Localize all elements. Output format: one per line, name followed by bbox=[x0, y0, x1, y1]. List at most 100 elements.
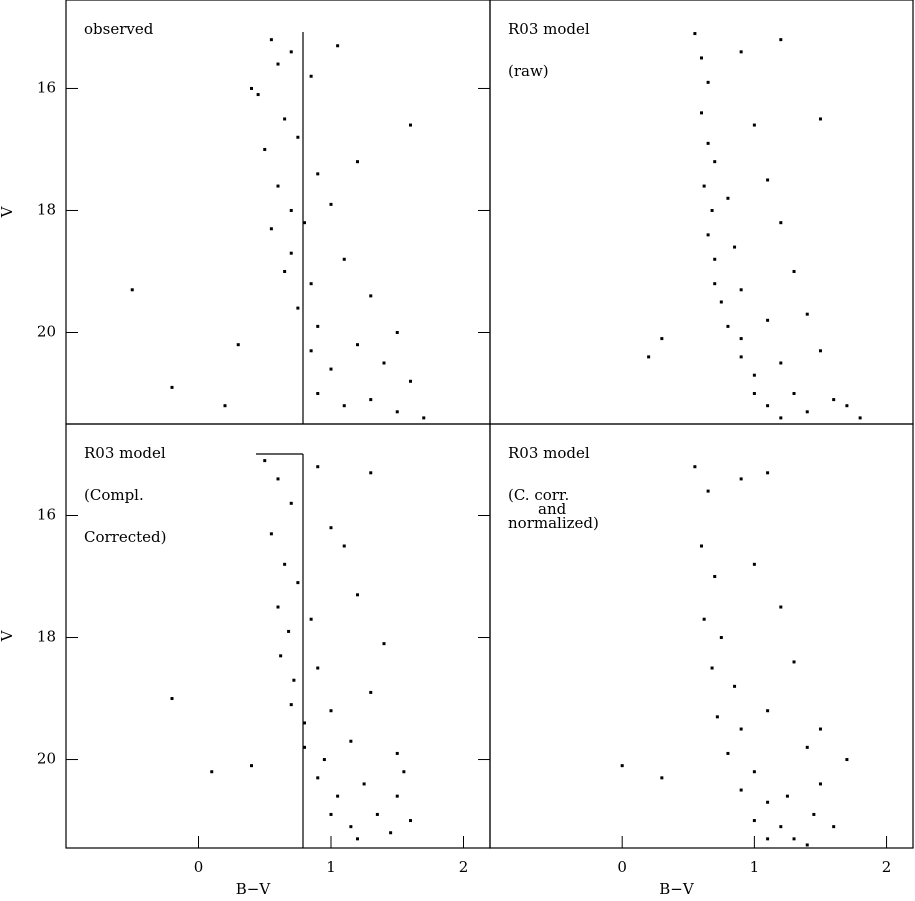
point bbox=[792, 660, 796, 664]
point bbox=[130, 288, 134, 292]
point bbox=[766, 178, 770, 182]
point bbox=[752, 562, 756, 566]
point bbox=[382, 361, 386, 365]
point bbox=[660, 337, 664, 341]
x-axis-label: B−V bbox=[236, 880, 272, 898]
point bbox=[236, 343, 240, 347]
point bbox=[719, 300, 723, 304]
point bbox=[329, 526, 333, 530]
point bbox=[752, 373, 756, 377]
y-tick-label: 16 bbox=[37, 78, 56, 96]
point bbox=[316, 391, 320, 395]
point bbox=[210, 770, 214, 774]
panel-label: (raw) bbox=[508, 62, 549, 80]
point bbox=[779, 605, 783, 609]
point bbox=[832, 398, 836, 402]
point bbox=[263, 459, 267, 463]
point bbox=[369, 690, 373, 694]
point bbox=[296, 135, 300, 139]
point bbox=[702, 617, 706, 621]
point bbox=[702, 184, 706, 188]
panel-label: and bbox=[538, 500, 567, 518]
point bbox=[269, 38, 273, 42]
plot-frame bbox=[489, 0, 914, 425]
point bbox=[713, 282, 717, 286]
point bbox=[289, 703, 293, 707]
point bbox=[733, 684, 737, 688]
point bbox=[356, 837, 359, 841]
point bbox=[269, 227, 273, 231]
point bbox=[409, 123, 412, 127]
point bbox=[356, 160, 359, 164]
point bbox=[342, 404, 346, 408]
point bbox=[316, 776, 320, 780]
point bbox=[250, 764, 253, 768]
point bbox=[409, 379, 412, 383]
point bbox=[402, 770, 406, 774]
point bbox=[422, 416, 426, 420]
point bbox=[276, 605, 280, 609]
point bbox=[805, 843, 809, 847]
point bbox=[726, 324, 730, 328]
point bbox=[719, 636, 723, 640]
point bbox=[779, 221, 783, 225]
point bbox=[752, 819, 756, 823]
point bbox=[832, 825, 836, 829]
point bbox=[250, 86, 253, 90]
point bbox=[409, 819, 412, 823]
point bbox=[287, 629, 291, 633]
y-axis-label: V bbox=[0, 629, 16, 642]
point bbox=[706, 141, 710, 145]
panel-label: R03 model bbox=[508, 20, 590, 38]
point bbox=[349, 739, 353, 743]
point bbox=[785, 794, 789, 798]
point bbox=[283, 269, 287, 273]
point bbox=[263, 147, 267, 151]
y-tick-label: 20 bbox=[37, 750, 56, 768]
point bbox=[766, 800, 770, 804]
point bbox=[739, 355, 743, 359]
point bbox=[620, 764, 624, 768]
point bbox=[296, 581, 300, 585]
y-tick-label: 20 bbox=[37, 322, 56, 340]
panel-label: (Compl. bbox=[84, 486, 144, 504]
point bbox=[296, 306, 300, 310]
point bbox=[309, 617, 313, 621]
point bbox=[739, 788, 743, 792]
point bbox=[766, 709, 770, 713]
point bbox=[279, 654, 283, 658]
point bbox=[369, 398, 373, 402]
point bbox=[739, 288, 743, 292]
point bbox=[766, 318, 770, 322]
point bbox=[792, 837, 796, 841]
y-tick-label: 16 bbox=[37, 506, 56, 524]
point bbox=[349, 825, 353, 829]
point bbox=[693, 32, 697, 36]
panel-label: R03 model bbox=[508, 444, 590, 462]
point bbox=[858, 416, 862, 420]
point bbox=[706, 489, 710, 493]
point bbox=[322, 758, 326, 762]
point bbox=[766, 837, 770, 841]
point bbox=[713, 575, 717, 579]
point bbox=[805, 312, 809, 316]
point bbox=[223, 404, 227, 408]
x-tick-label: 0 bbox=[617, 858, 627, 876]
panel-label: (C. corr. bbox=[508, 486, 569, 504]
point bbox=[329, 709, 333, 713]
point bbox=[289, 208, 293, 212]
point bbox=[329, 812, 333, 816]
point bbox=[269, 532, 273, 536]
y-tick-label: 18 bbox=[37, 628, 56, 646]
point bbox=[329, 202, 333, 206]
point bbox=[779, 416, 783, 420]
point bbox=[766, 404, 770, 408]
point bbox=[715, 715, 719, 719]
point bbox=[276, 184, 280, 188]
point bbox=[303, 221, 306, 225]
point bbox=[805, 410, 809, 414]
point bbox=[726, 196, 730, 200]
point bbox=[292, 678, 296, 682]
point bbox=[792, 269, 796, 273]
